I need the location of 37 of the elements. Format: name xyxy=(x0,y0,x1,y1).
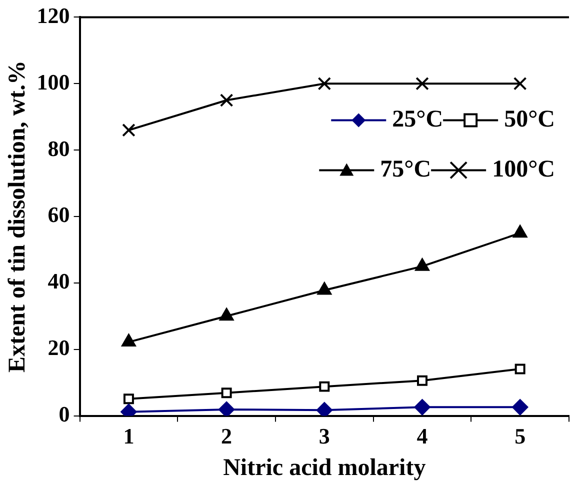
legend-label: 100°C xyxy=(492,156,556,182)
point xyxy=(513,76,527,90)
x-tick-label: 5 xyxy=(514,424,526,449)
point xyxy=(414,399,430,416)
point xyxy=(416,76,429,90)
x-tick-label: 2 xyxy=(221,424,232,449)
x-tick-label: 3 xyxy=(318,424,330,449)
point xyxy=(221,388,232,398)
y-tick-label: 80 xyxy=(48,136,70,161)
point xyxy=(220,308,234,321)
x-tick-label: 4 xyxy=(416,424,428,449)
legend-label: 75°C xyxy=(380,156,432,182)
legend-label: 50°C xyxy=(504,106,556,132)
point xyxy=(218,401,235,416)
y-tick-label: 120 xyxy=(36,2,70,28)
point xyxy=(415,258,430,271)
point xyxy=(513,225,528,238)
y-tick-label: 60 xyxy=(48,202,70,228)
point xyxy=(319,381,330,392)
point xyxy=(318,76,332,90)
y-tick-label: 40 xyxy=(48,268,70,294)
point xyxy=(122,334,136,347)
point xyxy=(316,402,332,416)
x-tick-label: 1 xyxy=(123,424,134,449)
point xyxy=(512,399,528,416)
point xyxy=(220,94,234,107)
point xyxy=(123,394,134,404)
y-tick-label: 0 xyxy=(58,401,70,426)
x-axis-title: Nitric acid molarity xyxy=(223,454,426,481)
y-axis-title: Extent of tin dissolution, wt.% xyxy=(4,60,31,373)
point xyxy=(122,123,136,137)
y-tick-label: 20 xyxy=(48,335,70,360)
point xyxy=(317,282,332,295)
legend-label: 25°C xyxy=(392,106,444,132)
point xyxy=(514,364,526,374)
point xyxy=(417,375,428,386)
y-tick-label: 100 xyxy=(36,69,70,94)
